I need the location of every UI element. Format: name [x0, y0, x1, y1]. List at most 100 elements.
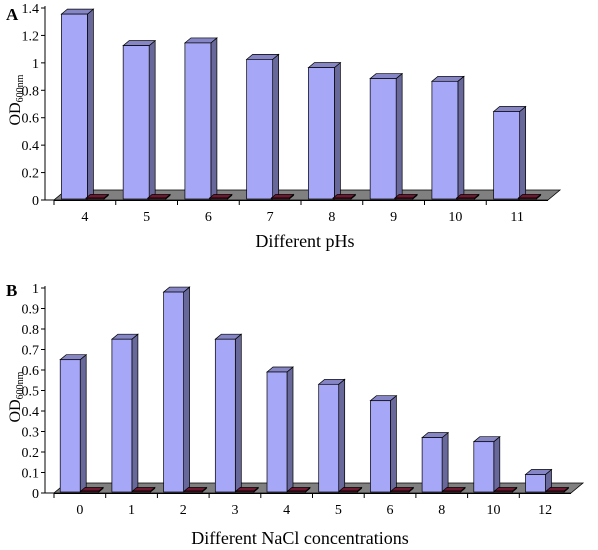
panel-a-bar-second [270, 193, 295, 200]
panel-a-x-tick-label: 4 [81, 210, 88, 225]
panel-a-y-tick-label: 0.6 [22, 112, 40, 127]
panel-b-bar-second [338, 486, 363, 493]
panel-b-bar-side [183, 286, 190, 493]
panel-b-bar-second [79, 486, 105, 493]
panel-b-bar-front [163, 291, 184, 493]
panel-b-y-tick-label: 0.2 [22, 446, 40, 461]
panel-b-bar-front [442, 490, 462, 493]
panel-b-bar-front [545, 490, 565, 493]
panel-b-bar-main [369, 394, 398, 493]
panel-b-y-tick-label: 0.9 [22, 303, 40, 318]
panel-a-bar-second [146, 193, 172, 200]
panel-a-bar-top [369, 73, 404, 79]
panel-b-bar-side [441, 431, 449, 493]
panel-a-y-tick-label: 1.2 [22, 29, 40, 44]
panel-b-y-tick-label: 0.3 [22, 426, 40, 441]
panel-a-y-tick-label: 0 [32, 194, 39, 209]
panel-b-y-axis-label: OD600nm [7, 371, 26, 422]
panel-b-bar-front [80, 490, 100, 493]
panel-b-bar-front [287, 490, 307, 493]
panel-b-x-tick-label: 5 [335, 503, 342, 518]
panel-a-bar-front [394, 197, 414, 200]
panel-a-bar-top [332, 194, 357, 199]
panel-a-bar-main [245, 53, 280, 200]
panel-a-bar-top [393, 194, 419, 199]
panel-a-x-axis-label: Different pHs [255, 231, 354, 251]
panel-b-bar-front [494, 490, 513, 493]
panel-b-bar-main [524, 468, 553, 493]
panel-b-bar-side [79, 353, 87, 493]
panel-a-bar-side [334, 61, 341, 200]
panel-a-bar-main [369, 72, 404, 200]
panel-a-bar-side [519, 105, 527, 200]
panel-b-x-tick-label: 1 [128, 503, 135, 518]
panel-a-bar-top [307, 62, 342, 68]
panel-b-bar-front [132, 490, 151, 493]
panel-a-bar-second [332, 193, 357, 200]
panel-a-x-tick-label: 7 [267, 210, 274, 225]
panel-b-bar-main [214, 333, 243, 493]
panel-b-bar-top [183, 487, 208, 492]
panel-a-y-axis-label: OD600nm [7, 74, 26, 125]
panel-a-y-tick-label: 0.8 [22, 84, 40, 99]
panel-b-y-tick-label: 0.1 [22, 467, 40, 482]
panel-b-bar-second [286, 486, 311, 493]
panel-a-y-axis-label-subscript: 600nm [15, 74, 26, 102]
panel-b-bar-main [162, 286, 191, 493]
panel-a-x-tick-label: 5 [143, 210, 150, 225]
panel-b-bar-top [235, 487, 260, 492]
panel-a: A 0 0.2 0.4 0.6 0.8 1 1.2 1.4 4 5 6 7 8 9 10 11 Differe… [6, 2, 562, 251]
panel-a-bar-side [457, 75, 465, 200]
panel-b-bar-main [472, 435, 501, 493]
panel-a-bar-top [183, 37, 218, 44]
panel-a-bar-front [308, 67, 335, 200]
panel-b-letter: B [6, 281, 17, 300]
panel-b-bar-side [234, 333, 242, 493]
panel-a-y-tick-label: 1 [32, 57, 39, 72]
panel-b-bar-top [545, 487, 570, 492]
panel-a-y-axis-label-main: OD [7, 102, 24, 125]
panel-b-bar-side [338, 378, 346, 493]
panel-b: B 00.10.20.30.40.50.60.70.80.910 1 2 3 4 5 6 8 1… [6, 281, 585, 548]
panel-b-bar-top [131, 487, 156, 492]
panel-b-x-axis-label: Different NaCl concentrations [191, 528, 409, 548]
panel-b-bar-front [183, 490, 203, 493]
panel-b-x-tick-label: 4 [283, 503, 290, 518]
panel-a-bar-front [271, 197, 290, 200]
panel-a-bar-front [431, 80, 459, 200]
panel-b-bar-front [390, 490, 410, 493]
panel-b-bar-second [131, 486, 156, 493]
panel-b-bar-front [235, 490, 255, 493]
panel-b-bar-side [131, 333, 139, 493]
panel-b-x-tick-label: 3 [231, 503, 238, 518]
panel-b-x-tick-label: 0 [76, 503, 83, 518]
panel-b-y-axis-label-main: OD [7, 399, 24, 422]
panel-a-bar-main [122, 39, 157, 200]
panel-a-bar-top [146, 194, 172, 199]
panel-b-y-tick-label: 0 [32, 487, 39, 502]
panel-b-bar-main [421, 431, 450, 493]
panel-a-bar-top [455, 194, 480, 199]
panel-a-bar-top [208, 194, 233, 199]
panel-b-bar-front [266, 371, 288, 493]
panel-a-bar-main [60, 8, 95, 200]
panel-b-bar-front [421, 437, 443, 493]
panel-b-bar-top [79, 487, 105, 492]
panel-a-bar-second [517, 193, 542, 200]
panel-b-x-tick-label: 2 [180, 503, 187, 518]
panel-a-bar-side [395, 72, 403, 200]
panel-a-bar-front [493, 111, 521, 200]
panel-a-bar-front [61, 13, 88, 200]
panel-b-x-tick-label: 8 [438, 503, 445, 518]
panel-b-bar-top [390, 487, 415, 492]
panel-b-bar-second [235, 486, 260, 493]
panel-a-bar-front [518, 197, 537, 200]
panel-a-bar-main [307, 61, 342, 200]
panel-a-letter: A [6, 5, 19, 24]
panel-b-y-axis-label-subscript: 600nm [15, 371, 26, 399]
panel-b-bar-side [286, 366, 294, 493]
panel-a-bar-front [209, 197, 228, 200]
panel-a-bar-second [85, 193, 110, 200]
panel-a-bar-side [148, 39, 156, 200]
